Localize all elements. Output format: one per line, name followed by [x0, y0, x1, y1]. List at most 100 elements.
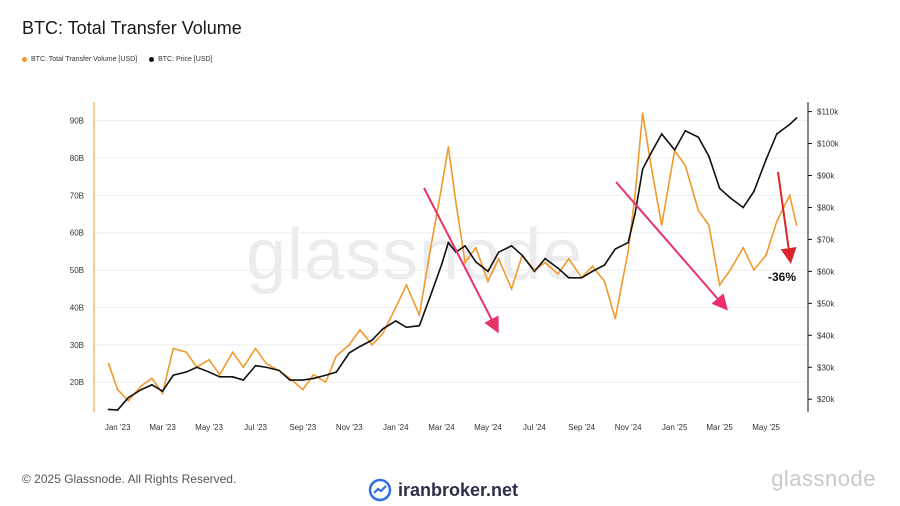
- volume-point: [348, 343, 351, 346]
- volume-point: [753, 269, 755, 271]
- right-axis: $20k $30k $40k $50k $60k $70k $80k $90k $100k $11…: [808, 108, 840, 404]
- price-point: [324, 374, 327, 377]
- volume-point: [242, 366, 245, 368]
- x-tick-label: Mar '23: [149, 423, 176, 432]
- price-point: [440, 264, 443, 266]
- volume-point: [301, 388, 304, 391]
- x-tick-label: Nov '23: [336, 423, 363, 432]
- price-point: [614, 248, 617, 250]
- price-point: [464, 245, 466, 247]
- left-tick-label: 70B: [70, 191, 84, 200]
- volume-point: [487, 280, 489, 283]
- brand[interactable]: iranbroker.net: [368, 478, 518, 502]
- glassnode-logo: glassnode: [771, 466, 876, 491]
- legend-item-price[interactable]: BTC: Price [USD]: [149, 56, 213, 63]
- trend-chart-icon: [368, 478, 392, 502]
- x-tick-label: Jul '23: [244, 423, 267, 432]
- volume-point: [788, 194, 791, 197]
- volume-point: [557, 273, 559, 275]
- legend-item-volume[interactable]: BTC: Total Transfer Volume [USD]: [22, 56, 137, 63]
- series-points: [107, 112, 798, 411]
- right-tick-label: $90k: [817, 172, 835, 181]
- price-point: [788, 123, 791, 126]
- price-point: [185, 371, 188, 373]
- price-point: [742, 206, 745, 209]
- right-tick-label: $30k: [817, 363, 835, 372]
- decline-arrow-3: [777, 171, 797, 264]
- x-tick-label: May '25: [752, 423, 780, 432]
- volume-point: [641, 112, 644, 115]
- price-point: [218, 376, 221, 378]
- volume-point: [161, 392, 164, 395]
- right-tick-label: $40k: [817, 331, 835, 340]
- volume-point: [533, 269, 536, 271]
- price-point: [172, 374, 175, 377]
- price-point: [521, 254, 524, 257]
- price-point: [359, 345, 361, 348]
- price-point: [242, 379, 245, 381]
- volume-point: [418, 314, 421, 316]
- grid-lines: [94, 120, 808, 383]
- volume-point: [371, 343, 373, 346]
- volume-point: [634, 194, 636, 197]
- price-point: [231, 376, 234, 378]
- price-point: [429, 296, 431, 298]
- x-tick-label: Sep '23: [289, 423, 316, 432]
- price-point: [765, 158, 767, 161]
- volume-point: [359, 329, 361, 331]
- price-point: [418, 324, 421, 327]
- right-tick-label: $110k: [817, 108, 839, 117]
- price-point: [116, 409, 119, 411]
- volume-point: [708, 224, 710, 227]
- legend-dot-volume: [22, 57, 27, 62]
- price-point: [301, 379, 304, 381]
- volume-point: [742, 246, 745, 249]
- volume-point: [567, 258, 570, 260]
- volume-point: [172, 347, 175, 350]
- x-tick-label: Jan '24: [383, 423, 409, 432]
- volume-point: [510, 287, 513, 290]
- price-point: [729, 197, 732, 199]
- price-point: [382, 328, 384, 330]
- price-point: [497, 251, 500, 254]
- price-point: [140, 388, 143, 391]
- price-point: [753, 190, 755, 193]
- x-tick-label: Mar '24: [428, 423, 455, 432]
- price-point: [254, 364, 257, 367]
- price-point: [208, 371, 210, 373]
- volume-point: [140, 385, 143, 387]
- volume-point: [775, 220, 778, 223]
- x-axis: Jan '23 Mar '23 May '23 Jul '23 Sep '23 Nov '…: [105, 423, 781, 432]
- brand-text: iranbroker.net: [398, 479, 519, 500]
- price-point: [567, 276, 570, 279]
- price-point: [161, 390, 164, 393]
- volume-point: [440, 187, 443, 189]
- price-point: [107, 408, 110, 411]
- price-point: [265, 366, 268, 369]
- price-point: [127, 396, 130, 399]
- price-point: [795, 117, 798, 119]
- volume-point: [231, 351, 234, 354]
- price-point: [196, 366, 198, 369]
- price-point: [775, 133, 778, 135]
- price-point: [151, 384, 153, 386]
- right-tick-label: $100k: [817, 140, 840, 149]
- x-tick-label: Nov '24: [615, 423, 642, 432]
- price-point: [487, 270, 489, 273]
- left-tick-label: 60B: [70, 229, 84, 238]
- price-point: [627, 241, 629, 244]
- decline-arrow-2: [615, 181, 728, 311]
- price-point: [405, 326, 408, 329]
- price-point: [533, 270, 536, 273]
- volume-point: [405, 284, 408, 286]
- legend-label-volume: BTC: Total Transfer Volume [USD]: [31, 56, 138, 63]
- price-point: [335, 371, 338, 373]
- price-point: [278, 369, 280, 372]
- x-tick-label: May '24: [474, 423, 502, 432]
- price-point: [447, 241, 450, 244]
- volume-point: [474, 246, 477, 249]
- price-point: [348, 352, 351, 354]
- price-point: [544, 257, 546, 260]
- volume-point: [684, 164, 687, 167]
- volume-point: [218, 373, 221, 376]
